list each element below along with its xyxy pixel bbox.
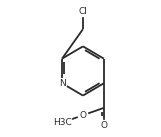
Text: O: O — [100, 121, 107, 130]
Text: N: N — [59, 79, 65, 88]
Text: O: O — [80, 111, 86, 120]
Text: H3C: H3C — [53, 118, 71, 127]
Text: Cl: Cl — [79, 7, 87, 16]
